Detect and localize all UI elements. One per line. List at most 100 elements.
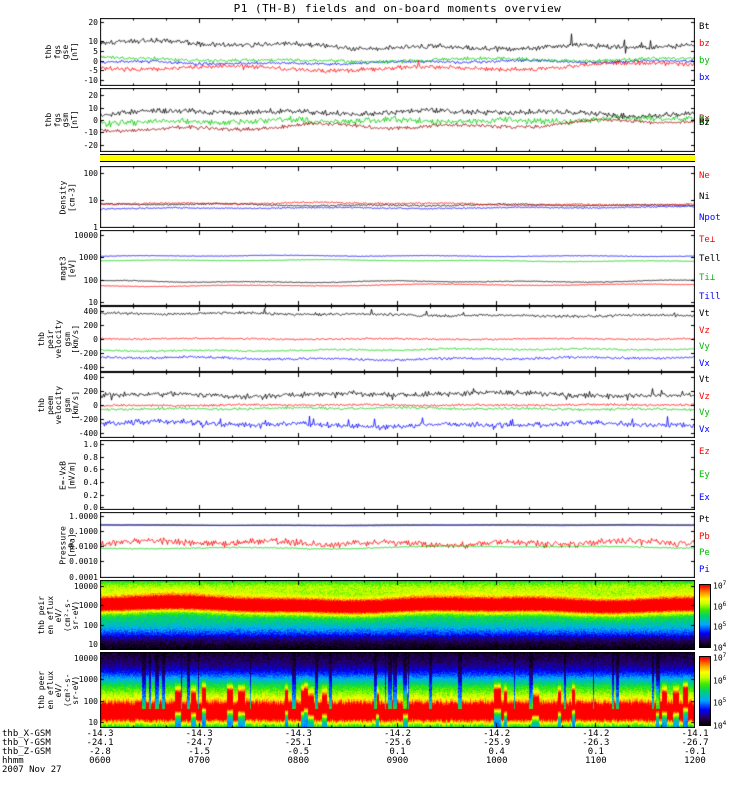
left-axis-label: Density [cm-3]: [58, 180, 77, 214]
legend-Ex: Ex: [699, 493, 710, 504]
ytick-label: 200: [83, 386, 98, 396]
legend-Ti⊥: Ti⊥: [699, 272, 716, 283]
ytick-label: -400: [78, 363, 98, 373]
ytick-label: 10: [88, 195, 98, 205]
ytick-label: 0.0: [83, 503, 98, 513]
date-label: 2007 Nov 27: [2, 765, 62, 775]
axis-row-label: thb_Y-GSM: [2, 738, 51, 748]
axis-value: 0900: [386, 756, 409, 766]
axis-value: -0.5: [287, 747, 310, 757]
ytick-label: 100: [83, 696, 98, 706]
ytick-label: -400: [78, 429, 98, 439]
legend-Vt: Vt: [699, 309, 710, 320]
ytick-label: 10: [88, 37, 98, 47]
ytick-label: -20: [83, 140, 98, 150]
colorbar-tick: 105: [713, 697, 727, 708]
legend-bz: bz: [699, 38, 710, 49]
ytick-label: -10: [83, 128, 98, 138]
ytick-label: 100: [83, 168, 98, 178]
legend-Ez: Ez: [699, 446, 710, 457]
legend-Bz: Bz: [699, 118, 710, 128]
ytick-label: 0.0010: [69, 557, 98, 567]
colorbar-tick: 104: [713, 642, 727, 653]
panel-fgs_gsm: [100, 88, 695, 152]
ytick-label: 10: [88, 298, 98, 308]
colorbar-tick: 107: [713, 580, 727, 591]
panel-spec_elec: [100, 652, 695, 728]
ytick-label: 100: [83, 620, 98, 630]
ytick-label: 10000: [73, 581, 98, 591]
ytick-label: 1000: [78, 253, 98, 263]
ytick-label: 20: [88, 17, 98, 27]
axis-value: -14.2: [582, 729, 610, 739]
legend-Bx: Bx: [699, 114, 710, 124]
legend-Npot: Npot: [699, 212, 721, 223]
colorbar: [699, 584, 711, 648]
left-axis-label: thb peem velocity gsm [km/s]: [36, 385, 80, 425]
ytick-label: 0: [93, 116, 98, 125]
ytick-label: 0: [93, 335, 98, 344]
panel-spec_ion-canvas: [100, 580, 695, 650]
panel-spec_elec-canvas: [100, 652, 695, 728]
axis-value: -1.5: [188, 747, 210, 757]
axis-value: 1200: [684, 756, 706, 766]
plot-title: P1 (TH-B) fields and on-board moments ov…: [233, 2, 562, 15]
ytick-label: 0: [93, 56, 98, 66]
axis-value: 0800: [287, 756, 310, 766]
legend-Pb: Pb: [699, 531, 710, 542]
ytick-label: 100: [83, 275, 98, 285]
axis-value: -14.2: [483, 729, 511, 739]
ytick-label: -200: [78, 415, 98, 425]
left-axis-label: magt3 [eV]: [58, 255, 77, 281]
ytick-label: 0.0001: [69, 572, 98, 582]
ytick-label: 200: [83, 320, 98, 330]
axis-value: -2.8: [89, 747, 111, 757]
legend-bx: bx: [699, 72, 710, 83]
panel-fgs_gsm-canvas: [100, 88, 695, 152]
axis-value: 0.1: [389, 747, 406, 757]
panel-vel_elec: [100, 372, 695, 438]
legend-By: By: [699, 116, 710, 126]
axis-value: -24.1: [86, 738, 114, 748]
legend-Tell: Tell: [699, 253, 721, 264]
ytick-label: 10: [88, 640, 98, 650]
legend-Vz: Vz: [699, 325, 710, 336]
legend-Ni: Ni: [699, 192, 710, 202]
axis-value: 0700: [188, 756, 210, 766]
left-axis-label: thb peir velocity gsm [km/s]: [36, 319, 80, 359]
axis-value: 0.4: [488, 747, 505, 757]
panel-magt3-canvas: [100, 230, 695, 306]
axis-value: -25.1: [284, 738, 312, 748]
ytick-label: 10: [88, 717, 98, 727]
colorbar-tick: 106: [713, 600, 727, 612]
axis-value: -25.9: [483, 738, 511, 748]
ytick-label: -5: [88, 66, 98, 76]
legend-Pt: Pt: [699, 515, 710, 526]
panel-spec_ion: [100, 580, 695, 650]
legend-Pi: Pi: [699, 564, 710, 575]
axis-value: 0.1: [587, 747, 604, 757]
axis-value: -24.7: [185, 738, 213, 748]
flag-bar: [100, 154, 695, 162]
axis-value: -26.3: [582, 738, 610, 748]
colorbar-tick: 105: [713, 621, 727, 632]
ytick-label: 400: [83, 306, 98, 316]
ytick-label: 0.8: [83, 452, 98, 462]
colorbar-tick: 107: [713, 652, 727, 663]
panel-density-canvas: [100, 166, 695, 228]
ytick-label: 0: [93, 401, 98, 410]
left-axis-label: thb fgs gsm [nT]: [44, 110, 79, 130]
legend-Vx: Vx: [699, 424, 710, 435]
ytick-label: 1000: [78, 601, 98, 611]
axis-value: -14.3: [86, 729, 114, 739]
ytick-label: 0.4: [83, 478, 98, 487]
ytick-label: 1000: [78, 675, 98, 685]
left-axis-label: thb peir en eflux eV/(cm²-s-sr-eV): [36, 595, 80, 635]
panel-pressure: [100, 512, 695, 578]
ytick-label: 0.1000: [69, 527, 98, 537]
legend-Vt: Vt: [699, 375, 710, 386]
ytick-label: 0.2: [83, 490, 98, 500]
panel-vel_elec-canvas: [100, 372, 695, 438]
axis-value: 1100: [584, 756, 607, 766]
